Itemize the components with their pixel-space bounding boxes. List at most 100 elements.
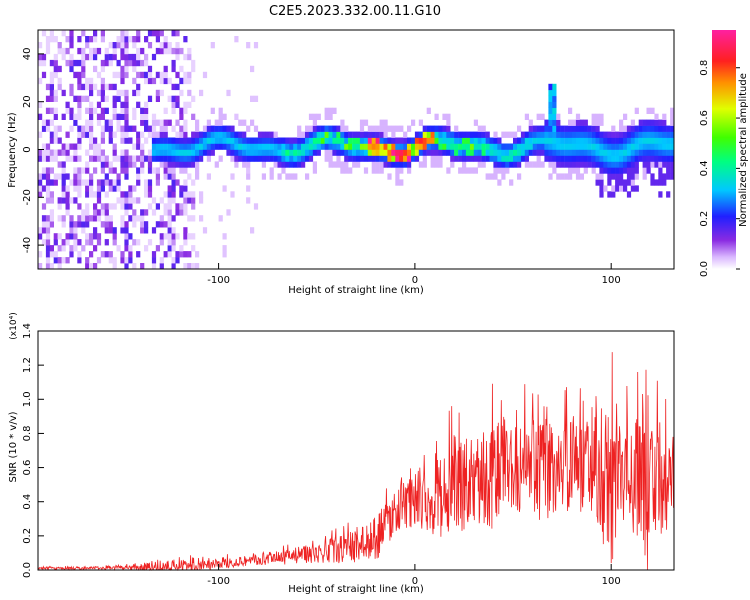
spectrogram-cell bbox=[175, 131, 180, 138]
spectrogram-cell bbox=[591, 149, 596, 156]
spectrogram-cell bbox=[155, 149, 160, 156]
spectrogram-cell bbox=[218, 119, 223, 126]
spectrogram-cell bbox=[654, 143, 659, 150]
spectrogram-cell bbox=[183, 227, 188, 234]
spectrogram-cell bbox=[144, 59, 149, 67]
spectrogram-cell bbox=[662, 179, 667, 186]
spectrogram-cell bbox=[403, 143, 408, 150]
spectrogram-cell bbox=[505, 131, 510, 138]
spectrogram-cell bbox=[348, 137, 353, 144]
spectrogram-cell bbox=[147, 203, 153, 210]
spectrogram-cell bbox=[163, 167, 168, 174]
spectrogram-cell bbox=[191, 215, 196, 222]
spectrogram-cell bbox=[301, 143, 306, 150]
spectrogram-cell bbox=[611, 185, 616, 192]
spectrogram-cell bbox=[230, 191, 235, 198]
spectrogram-cell bbox=[540, 149, 545, 156]
spectrogram-cell bbox=[77, 185, 82, 192]
spectrogram-cell bbox=[112, 131, 117, 138]
spectrogram-cell bbox=[191, 65, 196, 73]
spectrogram-cell bbox=[642, 155, 647, 162]
spectrogram-cell bbox=[120, 47, 125, 55]
spectrogram-cell bbox=[89, 263, 94, 270]
spectrogram-cell bbox=[371, 137, 376, 144]
spectrogram-cell bbox=[45, 119, 51, 126]
spectrogram-cell bbox=[140, 149, 145, 156]
spectrogram-cell bbox=[281, 161, 286, 168]
spectrogram-cell bbox=[57, 197, 62, 204]
spectrogram-cell bbox=[324, 143, 329, 150]
spectrogram-cell bbox=[615, 179, 620, 186]
spectrogram-cell bbox=[571, 155, 577, 162]
spectrogram-cell bbox=[77, 59, 82, 67]
spectrogram-cell bbox=[147, 179, 153, 186]
spectrogram-cell bbox=[73, 227, 78, 234]
spectrogram-cell bbox=[556, 173, 561, 180]
spectrogram-cell bbox=[575, 143, 581, 150]
spectrogram-cell bbox=[289, 143, 294, 150]
spectrogram-cell bbox=[548, 125, 553, 132]
spectrogram-cell bbox=[234, 113, 239, 120]
snr-y-tick-label: 1.2 bbox=[22, 357, 33, 373]
spectrogram-cell bbox=[144, 137, 149, 144]
spectrogram-cell bbox=[571, 161, 577, 168]
spectrogram-cell bbox=[634, 107, 639, 114]
spectrogram-cell bbox=[293, 149, 298, 156]
spectrogram-cell bbox=[147, 131, 153, 138]
spectrogram-cell bbox=[132, 263, 137, 270]
spectrogram-cell bbox=[85, 119, 90, 126]
spectrogram-cell bbox=[195, 149, 200, 156]
spectrogram-cell bbox=[112, 185, 117, 192]
spectrogram-cell bbox=[108, 227, 113, 234]
spectrogram-cell bbox=[332, 125, 337, 132]
spectrogram-cell bbox=[155, 143, 160, 150]
spectrogram-cell bbox=[93, 65, 98, 73]
spectrogram-cell bbox=[132, 161, 137, 168]
spectrogram-cell bbox=[120, 197, 125, 204]
spectrogram-cell bbox=[183, 203, 188, 210]
spectrogram-cell bbox=[379, 149, 384, 156]
spectrogram-cell bbox=[120, 125, 125, 132]
spectrogram-cell bbox=[136, 36, 141, 43]
spectrogram-cell bbox=[356, 143, 361, 150]
spectrogram-cell bbox=[136, 137, 141, 144]
spectrogram-cell bbox=[218, 137, 223, 144]
spectrogram-cell bbox=[273, 131, 278, 138]
spectrogram-cell bbox=[536, 149, 541, 156]
spectrogram-cell bbox=[41, 119, 47, 126]
spectrogram-cell bbox=[340, 161, 345, 168]
snr-x-tick-label: -100 bbox=[207, 576, 230, 587]
spectrogram-cell bbox=[434, 143, 439, 150]
spectrogram-cell bbox=[422, 161, 427, 168]
spectrogram-cell bbox=[568, 173, 573, 180]
spectrogram-cell bbox=[69, 245, 74, 252]
spectrogram-cell bbox=[442, 131, 447, 138]
spectrogram-cell bbox=[418, 149, 423, 156]
spectrogram-cell bbox=[575, 125, 581, 132]
spectrogram-cell bbox=[195, 251, 200, 258]
spectrogram-cell bbox=[77, 167, 82, 174]
spectrogram-cell bbox=[293, 155, 298, 162]
spectrogram-cell bbox=[403, 131, 408, 138]
spectrogram-cell bbox=[163, 143, 168, 150]
spectrogram-cell bbox=[583, 131, 588, 138]
spectrogram-cell bbox=[418, 131, 423, 138]
spectrogram-cell bbox=[407, 167, 412, 174]
spectrogram-cell bbox=[96, 113, 102, 120]
spectrogram-cell bbox=[626, 161, 632, 168]
spectrogram-cell bbox=[399, 167, 404, 174]
spectrogram-cell bbox=[69, 227, 74, 234]
spectrogram-cell bbox=[454, 131, 459, 138]
spectrogram-cell bbox=[422, 155, 427, 162]
spectrogram-cell bbox=[45, 191, 51, 198]
spectrogram-cell bbox=[454, 125, 459, 132]
spectrogram-cell bbox=[446, 113, 451, 120]
spectrogram-cell bbox=[615, 149, 620, 156]
spectrogram-cell bbox=[517, 161, 522, 168]
spectrogram-cell bbox=[599, 173, 604, 180]
spectrogram-cell bbox=[583, 119, 588, 126]
spectrogram-cell bbox=[96, 233, 102, 240]
spectrogram-cell bbox=[128, 125, 133, 132]
spectrogram-cell bbox=[579, 125, 584, 132]
spectrogram-cell bbox=[411, 137, 416, 144]
